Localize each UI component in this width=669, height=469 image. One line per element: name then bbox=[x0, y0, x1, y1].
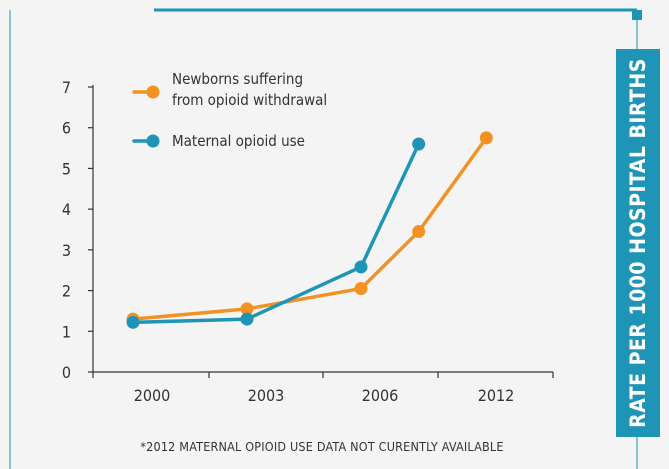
x-tick-label: 2003 bbox=[248, 386, 285, 405]
legend-label: Newborns suffering bbox=[172, 70, 303, 88]
x-tick-label: 2006 bbox=[362, 386, 399, 405]
series-0-point bbox=[240, 302, 254, 316]
footnote: *2012 MATERNAL OPIOID USE DATA NOT CUREN… bbox=[140, 439, 503, 454]
axes: 0 1 2 3 4 5 6 7 2000 2003 2006 2012 bbox=[62, 78, 554, 405]
y-tick-label: 1 bbox=[62, 322, 71, 341]
y-tick-label: 6 bbox=[62, 119, 71, 138]
y-axis-label-box: RATE PER 1000 HOSPITAL BIRTHS bbox=[616, 49, 660, 437]
y-tick-label: 3 bbox=[62, 241, 71, 260]
series-0-point bbox=[354, 282, 368, 296]
x-tick-label: 2000 bbox=[134, 386, 171, 405]
legend-label: Maternal opioid use bbox=[172, 132, 305, 150]
series-line-1 bbox=[131, 142, 421, 325]
series-0-point bbox=[412, 225, 426, 239]
series-1-point bbox=[240, 312, 254, 326]
legend: Newborns suffering from opioid withdrawal… bbox=[132, 70, 327, 150]
legend-swatch-dot bbox=[146, 85, 160, 99]
legend-label: from opioid withdrawal bbox=[172, 91, 327, 109]
series-1-point bbox=[412, 137, 426, 151]
series-1-point bbox=[126, 315, 140, 329]
series-points bbox=[126, 131, 493, 329]
y-tick-label: 0 bbox=[62, 363, 71, 382]
legend-swatch-dot bbox=[146, 134, 160, 148]
y-tick-label: 5 bbox=[62, 159, 71, 178]
y-tick-label: 2 bbox=[62, 282, 71, 301]
series-1-point bbox=[354, 260, 368, 274]
series-0-point bbox=[479, 131, 493, 145]
y-tick-label: 4 bbox=[62, 200, 71, 219]
series-lines bbox=[131, 136, 489, 325]
x-tick-label: 2012 bbox=[478, 386, 515, 405]
y-tick-label: 7 bbox=[62, 78, 71, 97]
frame-corner-marker bbox=[632, 10, 642, 20]
y-axis-label: RATE PER 1000 HOSPITAL BIRTHS bbox=[626, 58, 650, 428]
